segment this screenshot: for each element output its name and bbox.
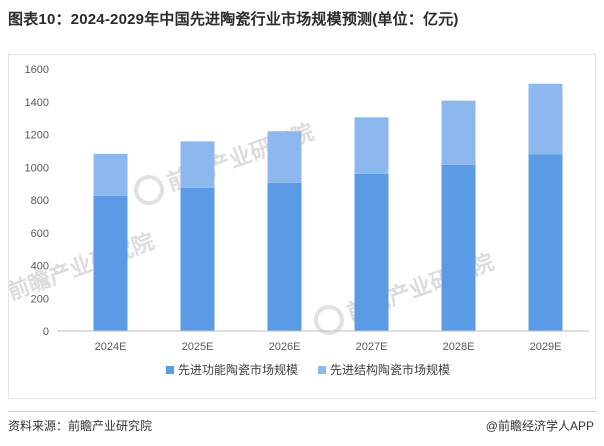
bar-structural-ceramics [267,131,302,183]
watermark-logo-icon [314,305,344,335]
publisher-credit: @前瞻经济学人APP [485,419,594,433]
x-tick-label: 2024E [95,341,127,353]
bar-functional-ceramics [528,154,563,331]
bar-structural-ceramics [93,153,128,196]
x-tick-label: 2027E [356,341,388,353]
bar-functional-ceramics [354,173,389,331]
y-tick-label: 400 [31,261,49,273]
bars [93,83,563,331]
legend: 先进功能陶瓷市场规模 先进结构陶瓷市场规模 [166,362,450,377]
footer-divider [8,411,596,412]
chart-title: 图表10：2024-2029年中国先进陶瓷行业市场规模预测(单位：亿元) [8,11,459,28]
y-tick-label: 1600 [25,64,49,76]
y-tick-label: 1200 [25,130,49,142]
x-tick-label: 2025E [182,341,214,353]
y-tick-label: 600 [31,228,49,240]
legend-swatch [166,366,174,374]
source-note: 资料来源：前瞻产业研究院 [8,419,153,433]
bar-structural-ceramics [354,117,389,174]
x-axis: 2024E 2025E 2026E 2027E 2028E 2029E [57,330,589,353]
x-tick-label: 2026E [269,341,301,353]
chart-frame: 前瞻产业研究院 前瞻产业研究院 前瞻产业研究院 0 200 400 600 800 100… [8,54,596,399]
bar-functional-ceramics [180,187,215,331]
y-tick-label: 0 [43,326,49,338]
bar-functional-ceramics [267,182,302,331]
legend-label: 先进结构陶瓷市场规模 [330,362,450,377]
bar-functional-ceramics [93,195,128,331]
bar-structural-ceramics [528,83,563,155]
watermark: 前瞻产业研究院 前瞻产业研究院 前瞻产业研究院 [9,119,497,335]
watermark-logo-icon [134,175,164,205]
y-tick-label: 1000 [25,162,49,174]
y-tick-label: 200 [31,293,49,305]
y-tick-label: 800 [31,195,49,207]
legend-swatch [318,366,326,374]
bar-structural-ceramics [180,141,215,188]
x-tick-label: 2029E [530,341,562,353]
y-tick-label: 1400 [25,97,49,109]
y-axis: 0 200 400 600 800 1000 1200 1400 1600 [25,64,49,338]
bar-structural-ceramics [441,100,476,165]
x-tick-label: 2028E [443,341,475,353]
bar-functional-ceramics [441,164,476,331]
stacked-bar-chart: 前瞻产业研究院 前瞻产业研究院 前瞻产业研究院 0 200 400 600 800 100… [9,64,589,377]
legend-label: 先进功能陶瓷市场规模 [178,362,298,377]
